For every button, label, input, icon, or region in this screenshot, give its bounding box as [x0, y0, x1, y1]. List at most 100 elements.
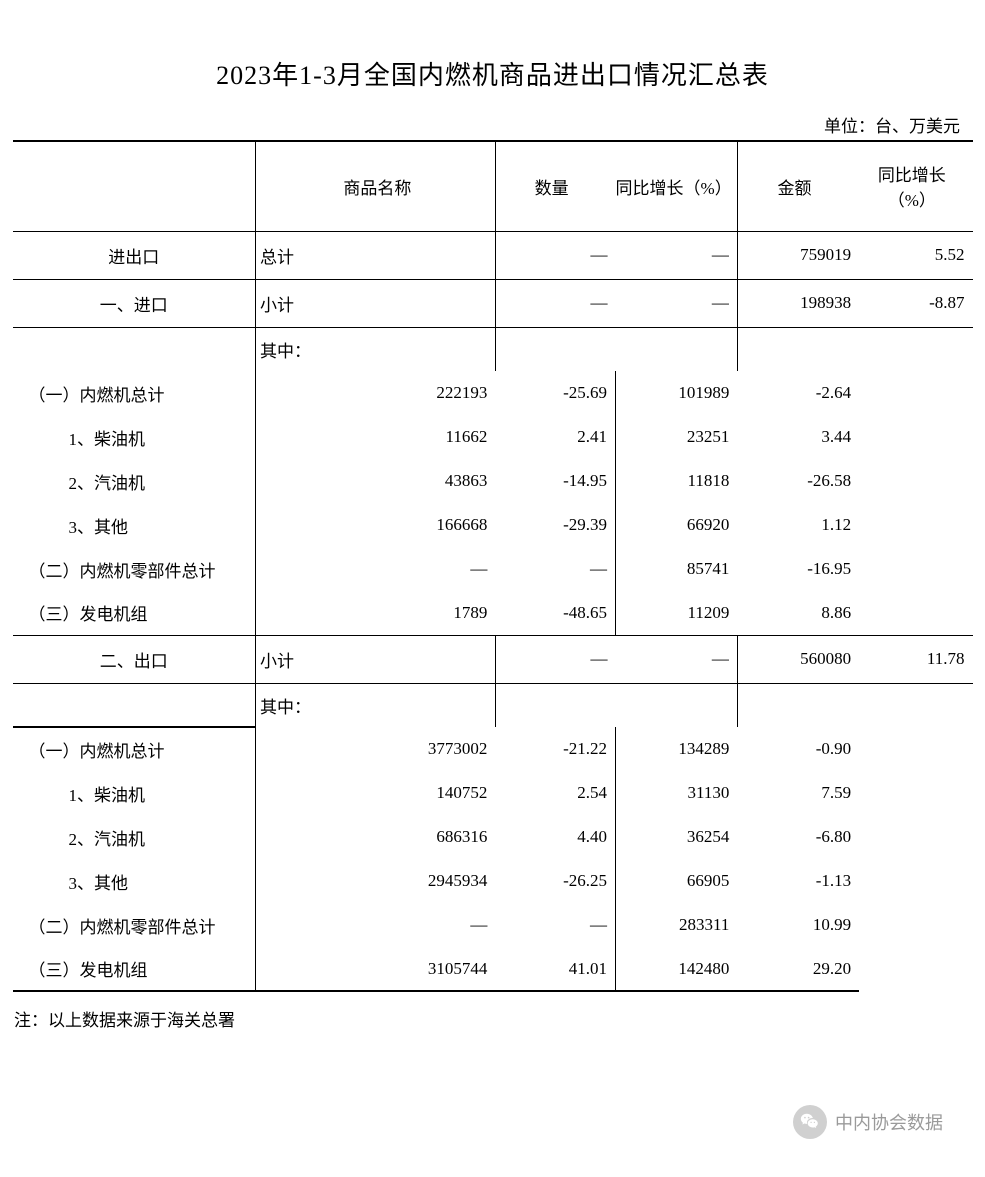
cell-ag: 7.59 [737, 771, 859, 815]
cell-amt: 31130 [616, 771, 738, 815]
watermark-text: 中内协会数据 [835, 1109, 943, 1135]
cell-ag: -0.90 [737, 727, 859, 771]
table-row: 1、柴油机116622.41232513.44 [13, 415, 973, 459]
cell-name: （一）内燃机总计 [13, 727, 256, 771]
cell-name: （二）内燃机零部件总计 [13, 547, 256, 591]
table-row: 2、汽油机43863-14.9511818-26.58 [13, 459, 973, 503]
header-qty-growth: 同比增长（%） [616, 141, 738, 231]
cell-name: 总计 [256, 231, 496, 279]
cell-name: 2、汽油机 [13, 459, 256, 503]
row-total: 进出口 总计 — — 759019 5.52 [13, 231, 973, 279]
cell-name: （二）内燃机零部件总计 [13, 903, 256, 947]
cell-cat-empty [13, 327, 256, 371]
cell-amt: 759019 [737, 231, 859, 279]
cell-qty: 140752 [256, 771, 496, 815]
cell-qty: 2945934 [256, 859, 496, 903]
cell-qty: 1789 [256, 591, 496, 635]
cell-name: （三）发电机组 [13, 947, 256, 991]
cell-amt: 36254 [616, 815, 738, 859]
cell-name: 1、柴油机 [13, 415, 256, 459]
cell-empty [495, 683, 615, 727]
cell-amt: 142480 [616, 947, 738, 991]
cell-qty: 222193 [256, 371, 496, 415]
cell-qg: -25.69 [495, 371, 615, 415]
wechat-icon [793, 1105, 827, 1139]
cell-qty: 11662 [256, 415, 496, 459]
cell-ag: -26.58 [737, 459, 859, 503]
table-row: （一）内燃机总计3773002-21.22134289-0.90 [13, 727, 973, 771]
cell-ag: -16.95 [737, 547, 859, 591]
cell-qg: 41.01 [495, 947, 615, 991]
table-row: （三）发电机组310574441.0114248029.20 [13, 947, 973, 991]
cell-cat: 二、出口 [13, 635, 256, 683]
cell-amt: 23251 [616, 415, 738, 459]
cell-ag: -2.64 [737, 371, 859, 415]
cell-cat: 一、进口 [13, 279, 256, 327]
header-blank [13, 141, 256, 231]
cell-empty [737, 683, 859, 727]
cell-qty: — [495, 279, 615, 327]
header-qty: 数量 [495, 141, 615, 231]
cell-ag: 8.86 [737, 591, 859, 635]
cell-qg: — [495, 903, 615, 947]
cell-amt: 198938 [737, 279, 859, 327]
cell-qty: — [495, 231, 615, 279]
table-row: 2、汽油机6863164.4036254-6.80 [13, 815, 973, 859]
cell-ag: 1.12 [737, 503, 859, 547]
table-header-row: 商品名称 数量 同比增长（%） 金额 同比增长（%） [13, 141, 973, 231]
cell-ag: -6.80 [737, 815, 859, 859]
cell-empty [859, 327, 972, 371]
table-row: （一）内燃机总计222193-25.69101989-2.64 [13, 371, 973, 415]
cell-qg: -21.22 [495, 727, 615, 771]
cell-name: 2、汽油机 [13, 815, 256, 859]
cell-qty: 43863 [256, 459, 496, 503]
table-row: （二）内燃机零部件总计——85741-16.95 [13, 547, 973, 591]
cell-amt: 11818 [616, 459, 738, 503]
cell-ag: 29.20 [737, 947, 859, 991]
cell-qty: — [256, 547, 496, 591]
table-row: 3、其他2945934-26.2566905-1.13 [13, 859, 973, 903]
row-export-qizhong: 其中： [13, 683, 973, 727]
cell-name: （三）发电机组 [13, 591, 256, 635]
footnote: 注：以上数据来源于海关总署 [0, 992, 985, 1031]
cell-name: 3、其他 [13, 503, 256, 547]
cell-qg: 2.54 [495, 771, 615, 815]
table-row: 1、柴油机1407522.54311307.59 [13, 771, 973, 815]
cell-qg: — [616, 279, 738, 327]
cell-empty [737, 327, 859, 371]
cell-qizhong: 其中： [256, 683, 496, 727]
cell-qizhong: 其中： [256, 327, 496, 371]
cell-qty: 686316 [256, 815, 496, 859]
header-amount: 金额 [737, 141, 859, 231]
cell-cat: 进出口 [13, 231, 256, 279]
header-amount-growth: 同比增长（%） [859, 141, 972, 231]
cell-qg: — [616, 635, 738, 683]
cell-qg: — [495, 547, 615, 591]
cell-ag: 11.78 [859, 635, 972, 683]
cell-ag: -8.87 [859, 279, 972, 327]
watermark: 中内协会数据 [793, 1105, 943, 1139]
cell-name: （一）内燃机总计 [13, 371, 256, 415]
cell-amt: 66905 [616, 859, 738, 903]
row-export-subtotal: 二、出口 小计 — — 560080 11.78 [13, 635, 973, 683]
cell-amt: 134289 [616, 727, 738, 771]
cell-ag: 10.99 [737, 903, 859, 947]
page-title: 2023年1-3月全国内燃机商品进出口情况汇总表 [0, 0, 985, 112]
cell-cat-empty [13, 683, 256, 727]
cell-qty: 3105744 [256, 947, 496, 991]
summary-table: 商品名称 数量 同比增长（%） 金额 同比增长（%） 进出口 总计 — — 75… [13, 140, 973, 992]
cell-ag: 3.44 [737, 415, 859, 459]
table-row: （三）发电机组1789-48.65112098.86 [13, 591, 973, 635]
row-import-subtotal: 一、进口 小计 — — 198938 -8.87 [13, 279, 973, 327]
cell-qg: 4.40 [495, 815, 615, 859]
cell-empty [495, 327, 615, 371]
cell-name: 3、其他 [13, 859, 256, 903]
row-import-qizhong: 其中： [13, 327, 973, 371]
cell-empty [616, 683, 738, 727]
cell-qty: — [256, 903, 496, 947]
cell-qg: — [616, 231, 738, 279]
cell-amt: 560080 [737, 635, 859, 683]
cell-amt: 283311 [616, 903, 738, 947]
cell-empty [859, 683, 972, 727]
cell-amt: 11209 [616, 591, 738, 635]
